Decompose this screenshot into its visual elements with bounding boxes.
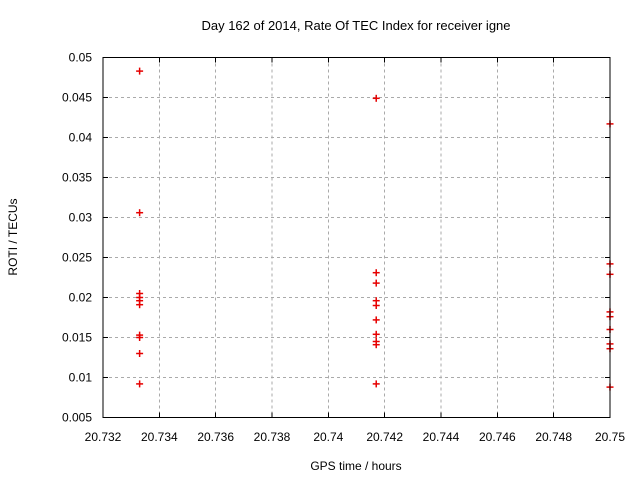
y-tick-label: 0.01: [69, 371, 93, 385]
y-tick-label: 0.04: [69, 131, 93, 145]
y-tick-label: 0.05: [69, 51, 93, 65]
y-axis-label: ROTI / TECUs: [6, 198, 20, 275]
y-tick-label: 0.03: [69, 211, 93, 225]
y-tick-label: 0.025: [62, 251, 92, 265]
x-tick-label: 20.748: [535, 430, 572, 444]
y-tick-label: 0.015: [62, 331, 92, 345]
x-tick-label: 20.74: [313, 430, 343, 444]
x-tick-label: 20.742: [366, 430, 403, 444]
x-tick-label: 20.744: [423, 430, 460, 444]
x-tick-label: 20.734: [141, 430, 178, 444]
y-tick-label: 0.035: [62, 171, 92, 185]
chart-title: Day 162 of 2014, Rate Of TEC Index for r…: [201, 18, 510, 33]
y-tick-label: 0.005: [62, 411, 92, 425]
y-tick-label: 0.02: [69, 291, 93, 305]
x-tick-label: 20.746: [479, 430, 516, 444]
x-tick-label: 20.738: [254, 430, 291, 444]
x-tick-label: 20.75: [595, 430, 625, 444]
y-tick-label: 0.045: [62, 91, 92, 105]
x-tick-label: 20.732: [85, 430, 122, 444]
plot-border: [102, 57, 611, 418]
x-axis-label: GPS time / hours: [310, 459, 401, 473]
x-tick-label: 20.736: [197, 430, 234, 444]
